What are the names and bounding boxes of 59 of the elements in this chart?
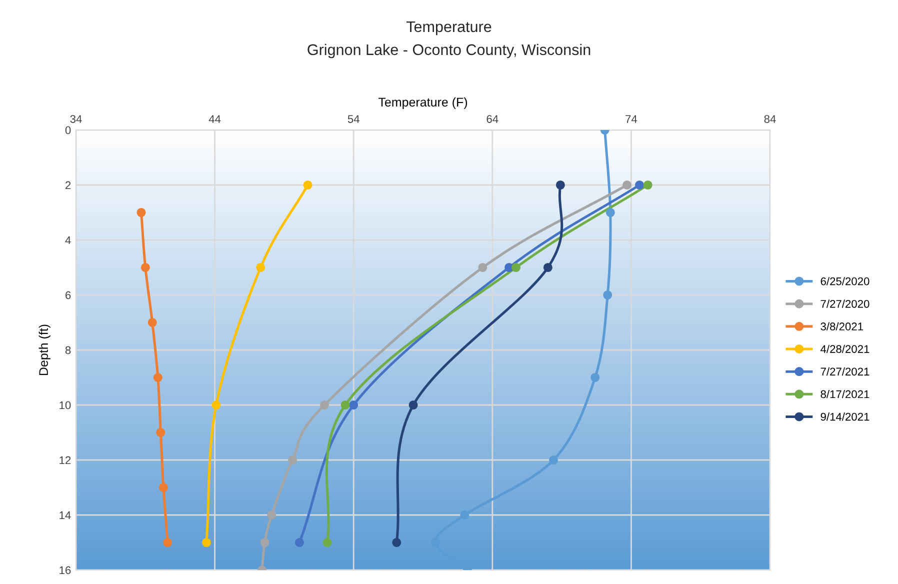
point <box>643 180 652 190</box>
y-tick-label: 0 <box>65 126 71 134</box>
point <box>556 180 565 190</box>
legend-label: 9/14/2021 <box>820 412 870 421</box>
point <box>267 510 276 520</box>
x-axis-title: Temperature (F) <box>378 97 468 110</box>
x-tick-label: 54 <box>348 115 360 123</box>
y-tick-label: 10 <box>60 401 71 410</box>
y-tick-label: 4 <box>65 236 71 244</box>
point <box>303 180 312 190</box>
point <box>136 208 146 218</box>
legend-label: 7/27/2021 <box>820 367 870 376</box>
point <box>635 180 644 190</box>
x-tick-label: 64 <box>486 115 498 123</box>
point <box>320 400 329 410</box>
point <box>322 538 332 548</box>
y-tick-label: 8 <box>65 346 71 354</box>
x-tick-label: 44 <box>208 115 221 123</box>
point <box>511 262 521 272</box>
point <box>622 180 632 190</box>
point <box>349 400 358 410</box>
chart-subtitle: Grignon Lake - Oconto County, Wisconsin <box>308 44 590 58</box>
point <box>478 262 488 272</box>
point <box>392 538 402 548</box>
point <box>408 400 418 410</box>
point <box>288 455 298 465</box>
legend-label: 3/8/2021 <box>820 322 863 330</box>
legend-label: 4/28/2021 <box>820 344 870 353</box>
legend-label: 7/27/2020 <box>820 300 870 308</box>
point <box>158 482 168 492</box>
legend-label: 6/25/2020 <box>820 277 870 286</box>
point <box>606 208 615 218</box>
point <box>163 538 172 548</box>
y-tick-label: 6 <box>66 291 71 300</box>
point <box>153 372 162 382</box>
x-tick-label: 34 <box>70 115 82 123</box>
point <box>548 455 558 465</box>
point <box>256 262 266 272</box>
x-tick-label: 74 <box>626 115 638 123</box>
point <box>543 262 552 272</box>
point <box>140 262 150 272</box>
point <box>460 510 470 520</box>
y-tick-label: 2 <box>66 181 71 190</box>
point <box>294 538 304 548</box>
point <box>603 290 612 300</box>
point <box>212 400 221 410</box>
point <box>590 372 600 382</box>
point <box>148 318 157 328</box>
point <box>202 538 211 548</box>
legend-label: 8/17/2021 <box>820 390 870 398</box>
point <box>340 400 350 410</box>
point <box>156 428 166 438</box>
y-axis-title: Depth (ft) <box>38 324 50 376</box>
chart-title: Temperature <box>406 21 492 36</box>
x-tick-label: 84 <box>764 115 776 123</box>
y-tick-label: 16 <box>60 566 71 574</box>
point <box>260 538 270 548</box>
y-tick-label: 14 <box>60 511 71 520</box>
y-tick-label: 12 <box>60 456 71 464</box>
